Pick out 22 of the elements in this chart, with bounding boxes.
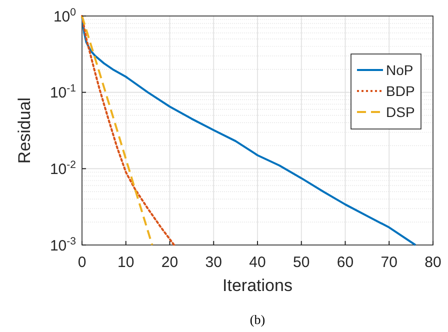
y-tick-label: 10$^{-2}$ [50,158,76,178]
legend-label: BDP [386,82,415,99]
x-tick-label: 80 [424,254,442,271]
x-tick-label: 50 [293,254,310,271]
x-tick-label: 30 [205,254,222,271]
y-tick-label: 10$^{-3}$ [50,235,76,254]
line-series [81,15,416,246]
line-series [81,15,176,246]
y-axis-title: Residual [15,97,34,164]
x-tick-label: 70 [380,254,398,271]
x-axis-title: Iterations [222,276,292,295]
x-tick-label: 0 [78,254,86,271]
y-tick-label: 10$^{-1}$ [50,82,76,102]
x-tick-label: 40 [249,254,266,271]
legend-label: DSP [386,104,415,120]
y-tick-label: 10$^{0}$ [53,6,76,26]
text: (b) [250,312,266,327]
line-series [81,15,154,246]
x-tick-label: 10 [118,254,134,271]
x-tick-label: 20 [161,254,178,271]
x-tick-label: 60 [336,254,354,271]
legend-label: NoP [386,62,414,78]
